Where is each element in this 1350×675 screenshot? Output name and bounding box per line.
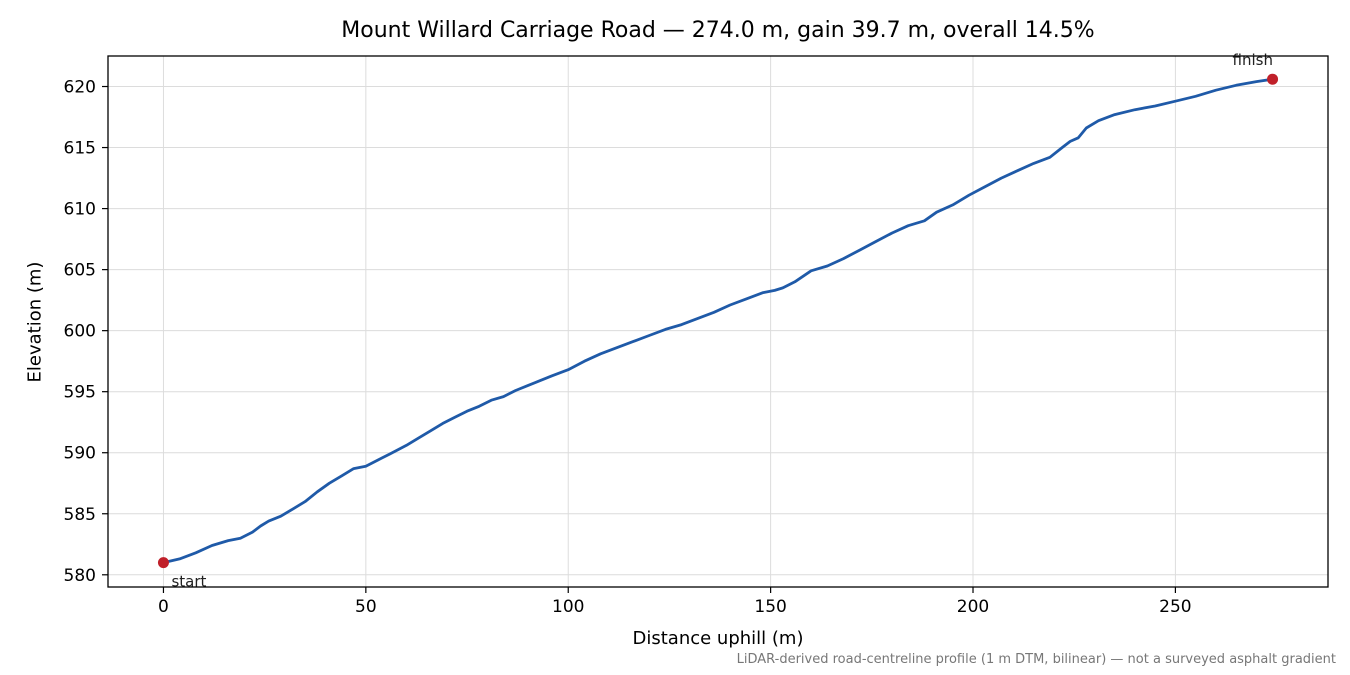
finish-label: finish	[1233, 51, 1273, 69]
y-tick-label: 595	[64, 383, 96, 403]
y-tick-label: 610	[64, 200, 96, 220]
plot-frame	[107, 55, 1329, 588]
x-tick-label: 0	[158, 597, 169, 617]
x-tick-label: 50	[355, 597, 377, 617]
grid-lines	[108, 56, 1328, 587]
x-tick-label: 200	[957, 597, 989, 617]
series-layer	[162, 77, 1274, 564]
start-marker	[157, 557, 169, 569]
y-tick-label: 620	[64, 78, 96, 98]
x-axis-label: Distance uphill (m)	[632, 628, 804, 649]
elevation-profile-line	[162, 77, 1274, 564]
x-tick-label: 100	[552, 597, 584, 617]
y-tick-label: 585	[64, 505, 96, 525]
y-tick-label: 590	[64, 444, 96, 464]
y-tick-label: 605	[64, 261, 96, 281]
tick-layer: 0 50 100 150 200 250 580 585 590 595 600 605 610 615 6…	[64, 78, 1192, 617]
footnote: LiDAR-derived road-centreline profile (1…	[736, 652, 1336, 667]
marker-layer: start finish	[157, 51, 1279, 591]
start-label: start	[171, 573, 206, 591]
y-tick-label: 600	[64, 322, 96, 342]
y-tick-label: 615	[64, 139, 96, 159]
x-tick-label: 150	[754, 597, 786, 617]
x-tick-label: 250	[1159, 597, 1191, 617]
y-axis-label: Elevation (m)	[24, 261, 46, 383]
finish-marker	[1267, 73, 1279, 85]
y-tick-label: 580	[64, 566, 96, 586]
chart-title: Mount Willard Carriage Road — 274.0 m, g…	[341, 18, 1095, 43]
